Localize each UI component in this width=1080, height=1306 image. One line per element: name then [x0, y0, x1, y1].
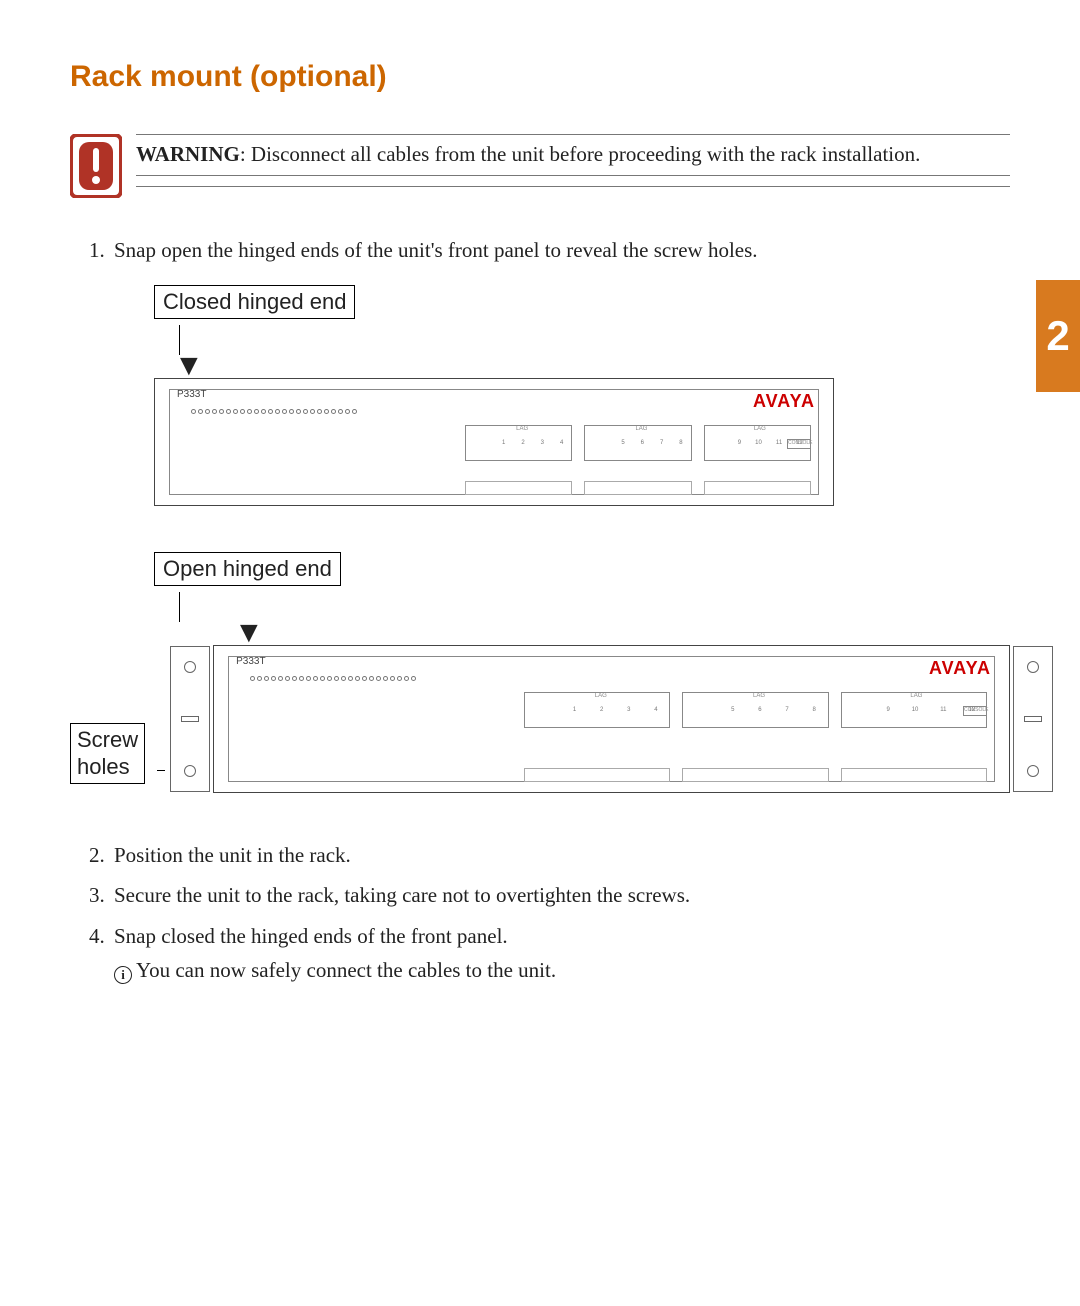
- step-4-note: You can now safely connect the cables to…: [136, 958, 556, 982]
- device-brand: AVAYA: [753, 391, 815, 412]
- arrow-down-icon: ▼: [174, 355, 1010, 376]
- figure-closed-hinged: Closed hinged end ▼ P333T AVAYA 1234 567…: [154, 285, 1010, 506]
- chapter-tab: 2: [1036, 280, 1080, 392]
- console-port: CONSOLE: [787, 439, 811, 449]
- device-brand: AVAYA: [929, 658, 991, 679]
- figure-open-hinged: Open hinged end ▼ Screw holes: [70, 552, 1010, 793]
- port-groups: 1234 5678 9101112: [465, 425, 811, 461]
- step-3: Secure the unit to the rack, taking care…: [110, 879, 1010, 912]
- screw-hole: [184, 765, 196, 777]
- port-groups: 1234 5678 9101112: [524, 692, 987, 728]
- arrow-down-icon: ▼: [234, 622, 1010, 643]
- screw-hole: [1027, 661, 1039, 673]
- figure1-callout: Closed hinged end: [154, 285, 355, 319]
- info-icon: i: [114, 966, 132, 984]
- status-leds: [191, 403, 431, 433]
- port-groups-lower: [465, 481, 811, 495]
- mount-bracket-left: [170, 646, 210, 792]
- mount-bracket-right: [1013, 646, 1053, 792]
- status-leds: [250, 670, 490, 700]
- port-groups-lower: [524, 768, 987, 782]
- warning-exclamation-icon: [70, 134, 122, 198]
- screw-hole: [184, 661, 196, 673]
- instruction-list-cont: Position the unit in the rack. Secure th…: [70, 839, 1010, 987]
- bracket-slot: [181, 716, 199, 722]
- screw-hole: [1027, 765, 1039, 777]
- device-front-open: P333T AVAYA 1234 5678 9101112 CONSOLE: [213, 645, 1010, 793]
- warning-block: WARNING: Disconnect all cables from the …: [70, 134, 1010, 198]
- figure2-callout: Open hinged end: [154, 552, 341, 586]
- device-model: P333T: [177, 389, 206, 400]
- step-4: Snap closed the hinged ends of the front…: [110, 920, 1010, 987]
- console-port: CONSOLE: [963, 706, 987, 716]
- bracket-slot: [1024, 716, 1042, 722]
- step-2: Position the unit in the rack.: [110, 839, 1010, 872]
- warning-text: : Disconnect all cables from the unit be…: [240, 142, 921, 166]
- warning-label: WARNING: [136, 142, 240, 166]
- device-model: P333T: [236, 656, 265, 667]
- screw-holes-callout: Screw holes: [70, 723, 145, 784]
- device-front-closed: P333T AVAYA 1234 5678 9101112 CONSOLE: [154, 378, 834, 506]
- page-title: Rack mount (optional): [70, 60, 1010, 94]
- step-1: Snap open the hinged ends of the unit's …: [110, 234, 1010, 267]
- instruction-list: Snap open the hinged ends of the unit's …: [70, 234, 1010, 267]
